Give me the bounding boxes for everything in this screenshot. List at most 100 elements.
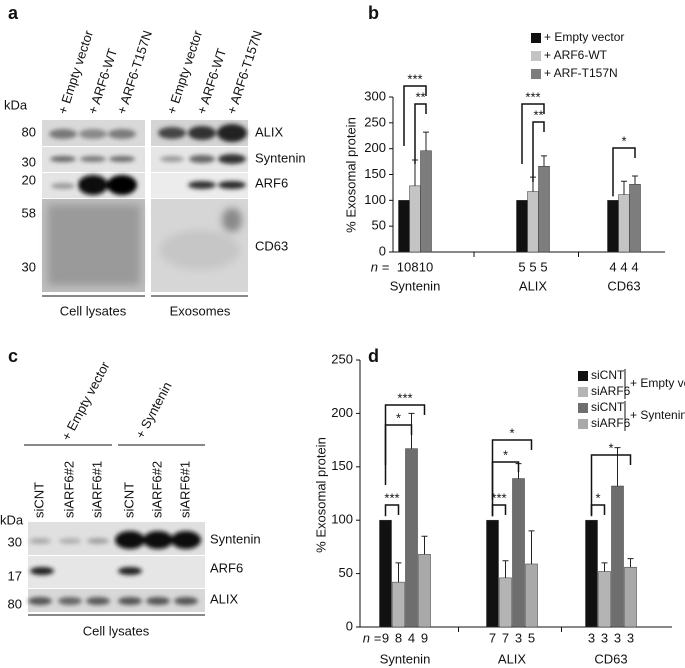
bands <box>49 124 247 195</box>
bar <box>486 519 499 628</box>
legend-swatch <box>531 33 541 43</box>
significance-bracket <box>384 404 426 465</box>
significance-bracket <box>590 454 632 515</box>
legend-swatch <box>578 419 588 429</box>
protein-label: Syntenin <box>210 531 261 546</box>
y-axis-label: % Exosomal protein <box>343 117 358 233</box>
marker: 80 <box>22 124 36 139</box>
significance-label: *** <box>397 390 412 405</box>
significance-label: * <box>509 425 514 440</box>
marker: 17 <box>8 568 22 583</box>
n-value: 3 <box>614 630 621 645</box>
significance-bracket <box>384 504 400 517</box>
significance-bracket <box>491 461 520 517</box>
significance-label: ** <box>415 89 425 104</box>
significance-label: * <box>595 490 600 505</box>
bar <box>585 519 598 628</box>
y-tick-label: 50 <box>339 565 353 580</box>
significance-label: * <box>503 447 508 462</box>
y-tick-label: 100 <box>331 512 353 527</box>
n-value: 3 <box>601 630 608 645</box>
significance-label: * <box>608 440 613 455</box>
bar <box>607 200 619 253</box>
y-tick-label: 150 <box>364 166 386 181</box>
legend-swatch <box>578 387 588 397</box>
significance-label: * <box>621 133 626 148</box>
legend-swatch <box>578 371 588 381</box>
lane-label: siARF6#2 <box>61 461 76 518</box>
marker: 30 <box>22 259 36 274</box>
marker: 30 <box>22 154 36 169</box>
n-value: 3 <box>588 630 595 645</box>
panel-letter: a <box>8 3 19 23</box>
legend-label: + ARF-T157N <box>544 66 618 80</box>
significance-bracket <box>532 121 545 182</box>
n-value: 8 <box>411 259 418 274</box>
marker: 30 <box>8 534 22 549</box>
n-value: 5 <box>528 630 535 645</box>
protein-label: ARF6 <box>255 175 288 190</box>
y-tick-label: 0 <box>346 618 353 633</box>
n-value: 4 <box>631 259 638 274</box>
significance-label: *** <box>384 490 399 505</box>
error-bar <box>614 447 621 487</box>
blot-a-membranes <box>42 120 248 297</box>
y-axis-label: % Exosomal protein <box>313 437 328 553</box>
legend-swatch <box>531 51 541 61</box>
error-bar <box>621 180 627 195</box>
legend-label: siARF6 <box>591 384 631 398</box>
n-label: n = <box>371 259 390 274</box>
panel-letter: d <box>368 346 379 366</box>
bar <box>538 165 550 253</box>
protein-label: Syntenin <box>255 150 306 165</box>
n-value: 10 <box>419 259 433 274</box>
y-tick-label: 300 <box>364 88 386 103</box>
significance-bracket <box>491 504 507 517</box>
x-tick-label: ALIX <box>498 651 527 666</box>
significance-bracket <box>612 147 636 197</box>
panel-letter: c <box>8 346 18 366</box>
y-tick-label: 100 <box>364 192 386 207</box>
n-value: 10 <box>397 259 411 274</box>
group-label: Cell lysates <box>83 623 150 638</box>
bar <box>527 191 539 253</box>
bar <box>379 519 392 628</box>
error-bar <box>601 562 608 572</box>
significance-label: * <box>396 410 401 425</box>
protein-label: ARF6 <box>210 560 243 575</box>
n-label: n = <box>363 630 382 645</box>
x-tick-label: Syntenin <box>380 651 431 666</box>
marker: 20 <box>22 172 36 187</box>
n-value: 5 <box>540 259 547 274</box>
bar <box>499 577 512 628</box>
x-tick-label: Syntenin <box>390 278 441 293</box>
bar <box>398 200 410 253</box>
n-value: 8 <box>395 630 402 645</box>
significance-label: *** <box>407 71 422 86</box>
x-tick-label: ALIX <box>519 278 548 293</box>
lane-label: siARF6#2 <box>149 461 164 518</box>
bar <box>611 485 624 628</box>
bar <box>598 571 611 628</box>
marker: 58 <box>22 205 36 220</box>
y-tick-label: 200 <box>331 405 353 420</box>
lane-label: siARF6#1 <box>177 461 192 518</box>
lane-label: + ARF6-T157N <box>224 29 265 116</box>
significance-label: *** <box>491 490 506 505</box>
y-tick-label: 250 <box>364 114 386 129</box>
protein-label: ALIX <box>255 124 284 139</box>
bar <box>629 184 641 253</box>
lane-label: siCNT <box>121 482 136 518</box>
error-bar <box>502 560 509 578</box>
membrane <box>28 556 205 588</box>
error-bar <box>541 155 547 167</box>
error-bar <box>528 530 535 564</box>
n-value: 3 <box>627 630 634 645</box>
y-tick-label: 250 <box>331 351 353 366</box>
legend-label: + ARF6-WT <box>544 48 608 62</box>
bar <box>409 185 421 253</box>
y-tick-label: 200 <box>364 140 386 155</box>
membrane <box>28 589 205 612</box>
n-value: 5 <box>518 259 525 274</box>
